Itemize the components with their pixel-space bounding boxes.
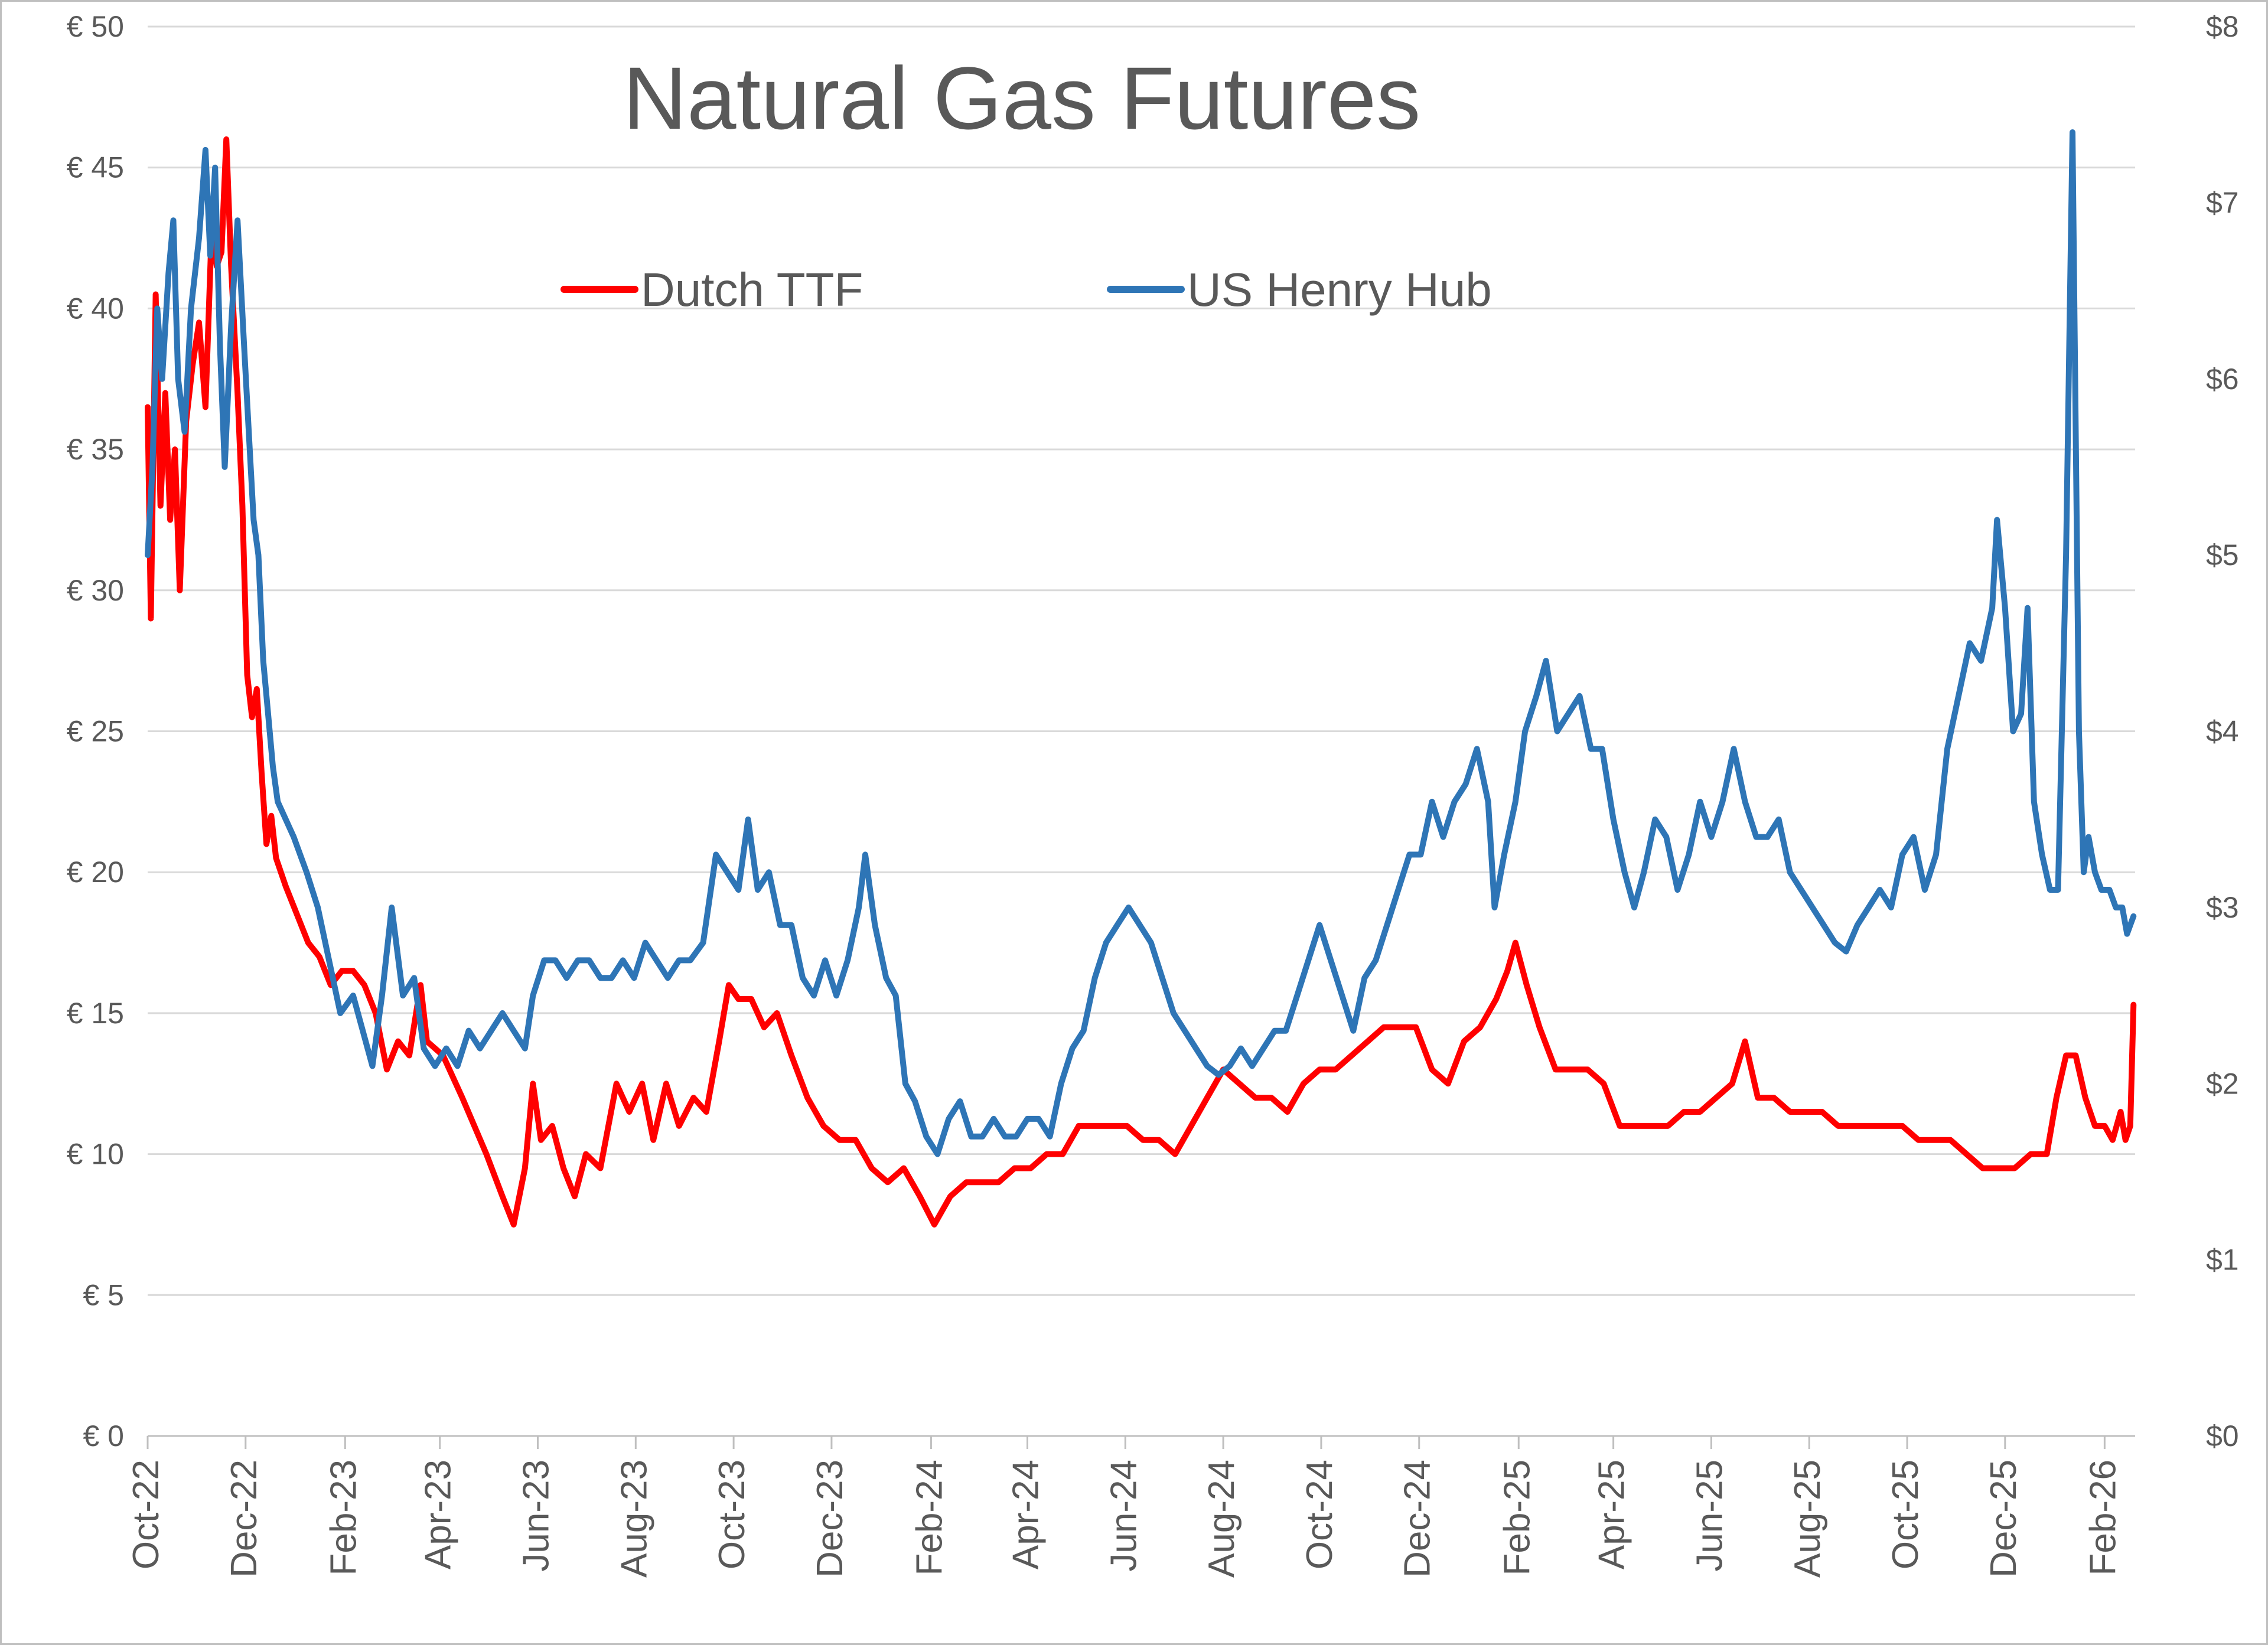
x-tick-label: Jun-25 <box>1689 1460 1730 1572</box>
left-tick-label: € 0 <box>83 1419 124 1453</box>
right-tick-label: $6 <box>2206 363 2239 396</box>
legend-label-dutch-ttf: Dutch TTF <box>641 263 863 316</box>
left-tick-label: € 10 <box>67 1138 124 1171</box>
right-tick-label: $4 <box>2206 715 2239 748</box>
right-tick-label: $8 <box>2206 10 2239 43</box>
left-tick-label: € 50 <box>67 10 124 43</box>
x-tick-label: Dec-22 <box>224 1460 265 1578</box>
x-tick-label: Oct-24 <box>1299 1460 1340 1569</box>
legend-label-us-henry-hub: US Henry Hub <box>1187 263 1492 316</box>
x-tick-label: Feb-23 <box>323 1460 364 1575</box>
right-tick-label: $2 <box>2206 1067 2239 1100</box>
x-tick-label: Apr-24 <box>1006 1460 1047 1569</box>
x-tick-label: Dec-24 <box>1397 1460 1438 1578</box>
left-tick-label: € 30 <box>67 574 124 607</box>
x-tick-label: Aug-23 <box>614 1460 654 1578</box>
right-tick-label: $1 <box>2206 1243 2239 1277</box>
x-tick-label: Oct-25 <box>1885 1460 1926 1569</box>
left-tick-label: € 15 <box>67 997 124 1030</box>
x-tick-label: Apr-23 <box>418 1460 459 1569</box>
x-tick-label: Feb-26 <box>2083 1460 2123 1575</box>
x-tick-label: Jun-24 <box>1103 1460 1144 1572</box>
gridlines <box>148 25 2135 1296</box>
left-tick-label: € 40 <box>67 292 124 325</box>
chart-title: Natural Gas Futures <box>623 48 1421 148</box>
x-tick-label: Feb-24 <box>909 1460 950 1575</box>
left-tick-label: € 35 <box>67 433 124 466</box>
x-axis-ticks: Oct-22 Dec-22 Feb-23 Apr-23 Jun-23 Aug-23 Oct-… <box>126 1436 2123 1578</box>
left-tick-label: € 5 <box>83 1278 124 1311</box>
right-tick-label: $0 <box>2206 1419 2239 1453</box>
right-tick-label: $5 <box>2206 538 2239 572</box>
legend: Dutch TTF US Henry Hub <box>561 263 1492 316</box>
right-axis-ticks: $0 $1 $2 $3 $4 $5 $6 $7 $8 <box>2206 10 2239 1453</box>
left-axis-ticks: € 0 € 5 € 10 € 15 € 20 € 25 € 30 € 35 € 40 € 45 € … <box>67 10 124 1453</box>
x-tick-label: Jun-23 <box>516 1460 556 1572</box>
x-tick-label: Feb-25 <box>1497 1460 1537 1575</box>
right-tick-label: $7 <box>2206 186 2239 219</box>
x-tick-label: Apr-25 <box>1592 1460 1632 1569</box>
series-line-us-henry-hub <box>145 129 2137 1157</box>
series-lines <box>145 129 2137 1228</box>
left-tick-label: € 20 <box>67 856 124 889</box>
x-tick-label: Oct-22 <box>126 1460 167 1569</box>
left-tick-label: € 25 <box>67 715 124 748</box>
right-tick-label: $3 <box>2206 891 2239 924</box>
x-tick-label: Oct-23 <box>712 1460 752 1569</box>
x-tick-label: Aug-24 <box>1201 1460 1242 1578</box>
x-tick-label: Dec-25 <box>1983 1460 2024 1578</box>
left-tick-label: € 45 <box>67 151 124 184</box>
x-tick-label: Dec-23 <box>810 1460 850 1578</box>
x-tick-label: Aug-25 <box>1787 1460 1828 1578</box>
series-line-dutch-ttf <box>145 136 2137 1228</box>
